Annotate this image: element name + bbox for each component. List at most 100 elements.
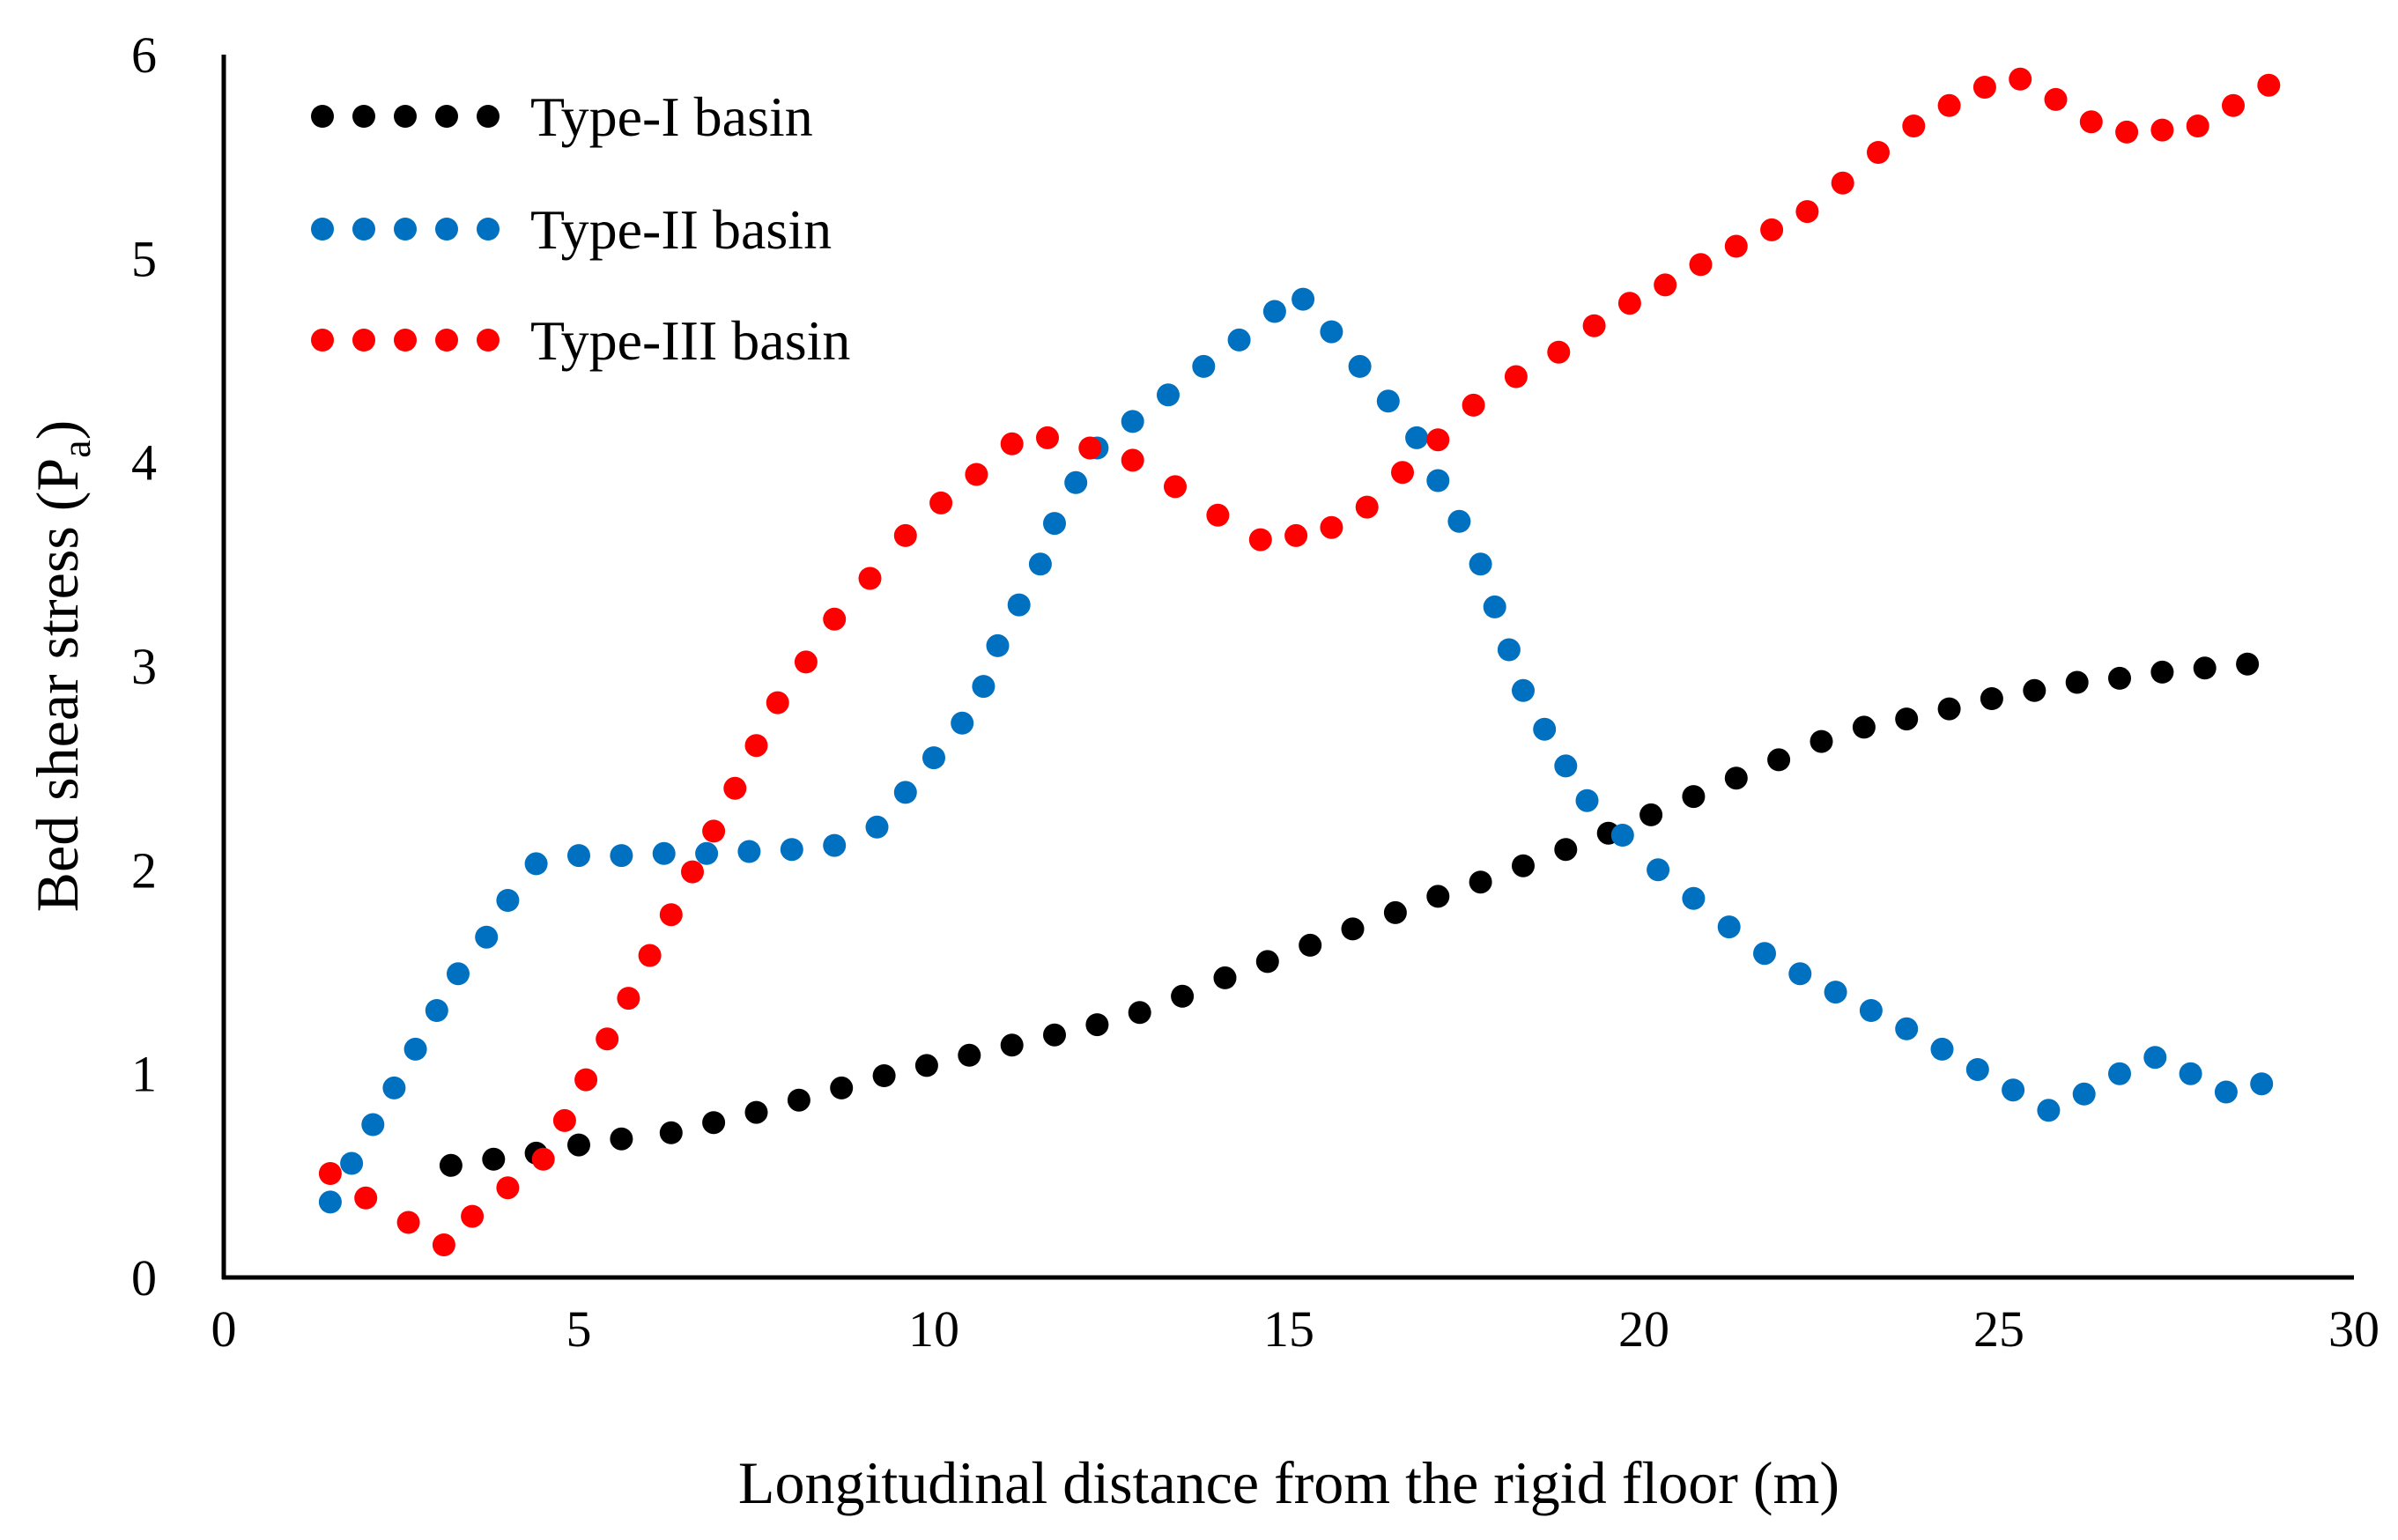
data-point (1554, 754, 1578, 778)
data-point (610, 1127, 633, 1151)
data-point (1157, 383, 1180, 407)
data-point (1043, 1023, 1066, 1047)
data-point (1121, 448, 1144, 472)
data-point (1284, 523, 1308, 547)
data-point (1348, 354, 1372, 378)
data-point (1036, 426, 1059, 449)
legend-marker (311, 218, 334, 241)
data-point (858, 566, 882, 590)
data-point (652, 841, 676, 865)
data-point (1647, 858, 1670, 882)
data-point (1206, 503, 1230, 527)
data-point (1831, 171, 1854, 195)
data-point (865, 815, 889, 839)
data-point (1341, 917, 1365, 941)
data-point (1760, 218, 1784, 241)
data-point (1000, 1033, 1024, 1057)
data-point (354, 1186, 378, 1210)
data-point (1575, 789, 1599, 812)
legend-marker (311, 329, 334, 352)
y-axis-title-subscript: a (54, 440, 99, 457)
data-point (2108, 1062, 2131, 1085)
data-point (1292, 287, 1315, 311)
data-point (794, 650, 818, 674)
data-point (1043, 512, 1066, 536)
data-point (432, 1233, 455, 1256)
data-point (1171, 984, 1195, 1008)
data-point (617, 987, 640, 1011)
data-point (1426, 469, 1450, 492)
data-point (2079, 110, 2103, 134)
data-point (766, 691, 789, 714)
data-point (1028, 552, 1052, 576)
data-point (2023, 678, 2046, 702)
data-point (2143, 1046, 2167, 1070)
data-point (1078, 436, 1102, 460)
legend-marker (435, 329, 458, 352)
y-tick-labels: 0 1 2 3 4 5 6 (131, 26, 157, 1307)
data-point (1355, 495, 1379, 519)
data-point (986, 633, 1010, 657)
axes (221, 55, 2354, 1280)
data-point (1320, 515, 1343, 539)
data-point (531, 1147, 555, 1171)
data-points (318, 67, 2281, 1256)
data-point (2222, 93, 2245, 117)
data-point (425, 999, 448, 1022)
data-point (914, 1054, 938, 1077)
data-point (1930, 1037, 1954, 1061)
x-tick-label: 0 (211, 1300, 237, 1358)
data-point (340, 1151, 364, 1175)
data-point (1128, 1001, 1151, 1025)
data-point (1753, 942, 1776, 966)
data-point (695, 841, 719, 865)
data-point (1320, 320, 1343, 344)
data-point (2150, 660, 2174, 684)
series-2 (318, 287, 2274, 1214)
legend-item: Type-III basin (311, 309, 850, 372)
data-point (1895, 707, 1919, 731)
data-point (1512, 854, 1535, 877)
data-point (2257, 73, 2281, 97)
data-point (1227, 328, 1251, 352)
data-point (318, 1162, 342, 1185)
y-tick-label: 6 (131, 26, 157, 84)
data-point (2002, 1078, 2025, 1102)
data-point (1902, 115, 1926, 137)
data-point (1469, 552, 1492, 576)
data-point (2214, 1080, 2238, 1104)
data-point (1164, 475, 1187, 499)
data-point (2150, 118, 2174, 142)
data-point (1972, 76, 1996, 99)
legend-marker (435, 218, 458, 241)
y-tick-label: 2 (131, 841, 157, 899)
data-point (1895, 1017, 1919, 1040)
data-point (1767, 748, 1791, 772)
data-point (1689, 253, 1713, 277)
data-point (496, 889, 520, 912)
data-point (951, 711, 974, 735)
data-point (1512, 678, 1535, 702)
data-point (823, 607, 847, 631)
data-point (1299, 933, 1322, 957)
legend-item: Type-II basin (311, 198, 832, 261)
data-point (318, 1190, 342, 1214)
data-point (1469, 870, 1492, 894)
data-point (1405, 426, 1429, 449)
data-point (1810, 729, 1833, 753)
y-axis-title: Bed shear stress (Pa) (24, 420, 99, 913)
data-point (1717, 915, 1741, 939)
x-tick-label: 15 (1263, 1300, 1314, 1358)
legend-marker (394, 329, 417, 352)
data-point (744, 1100, 768, 1124)
data-point (2065, 670, 2089, 694)
legend: Type-I basin Type-II basin Type-III basin (311, 85, 850, 372)
data-point (1859, 999, 1883, 1022)
data-point (702, 819, 726, 843)
data-point (1795, 200, 1819, 224)
data-point (2108, 666, 2131, 690)
data-point (1852, 715, 1876, 739)
data-point (1937, 93, 1961, 117)
x-tick-labels: 0 5 10 15 20 25 30 (211, 1300, 2380, 1358)
y-tick-label: 0 (131, 1249, 157, 1307)
